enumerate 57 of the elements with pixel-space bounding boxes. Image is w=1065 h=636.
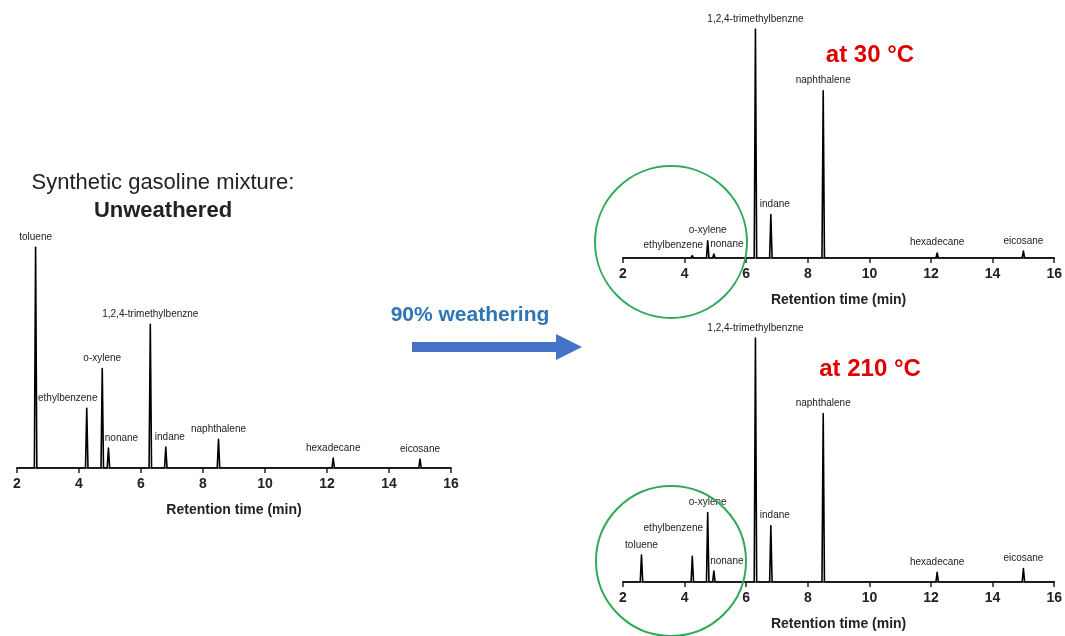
annotation: 1,2,4-trimethylbenzne (707, 12, 804, 24)
x-tick-label: 8 (803, 265, 812, 281)
x-axis-title: Retention time (min) (770, 615, 907, 631)
x-tick-label: 14 (984, 589, 1001, 605)
annotation: o-xylene (688, 224, 728, 236)
annotation: ethylbenzene (643, 239, 704, 251)
annotation: ethylbenzene (38, 391, 98, 403)
text: at 210 °C (819, 353, 921, 381)
annotation: nonane (710, 554, 744, 566)
x-tick-label: 4 (680, 589, 689, 605)
x-tick-label: 14 (381, 475, 397, 491)
x-tick-label: 12 (319, 475, 335, 491)
x-tick-label: 16 (1046, 589, 1063, 605)
annotation: hexadecane (305, 441, 361, 453)
annotation: eicosane (399, 442, 441, 454)
chart-subtitle: Unweathered (93, 196, 233, 222)
x-tick-label: 2 (13, 475, 22, 491)
x-tick-label: 16 (443, 475, 459, 491)
annotation: ethylbenzene (643, 521, 704, 533)
x-tick-label: 12 (923, 265, 940, 281)
x-axis-title: Retention time (min) (166, 501, 302, 517)
annotation: naphthalene (795, 397, 852, 409)
x-tick-label: 16 (1046, 265, 1063, 281)
x-tick-label: 4 (680, 265, 689, 281)
x-axis-title: Retention time (min) (770, 291, 907, 307)
x-tick-label: 8 (803, 589, 812, 605)
annotation: naphthalene (190, 422, 247, 434)
annotation: eicosane (1003, 552, 1044, 564)
x-tick-label: 10 (861, 589, 878, 605)
chart-title: at 30 °C (825, 39, 915, 67)
annotation: naphthalene (795, 74, 852, 86)
x-tick-label: 12 (923, 589, 940, 605)
annotation: o-xylene (83, 352, 122, 364)
annotation: nonane (710, 237, 744, 249)
x-tick-label: 6 (742, 589, 751, 605)
x-tick-label: 2 (619, 265, 628, 281)
annotation: toluene (19, 230, 53, 242)
annotation: 1,2,4-trimethylbenzne (102, 307, 199, 319)
x-tick-label: 4 (75, 475, 84, 491)
annotation: hexadecane (909, 555, 965, 567)
annotation: 1,2,4-trimethylbenzne (707, 321, 804, 333)
x-tick-label: 10 (861, 265, 878, 281)
x-tick-label: 10 (257, 475, 273, 491)
annotation: 90% weathering (390, 302, 550, 325)
annotation: indane (759, 197, 791, 209)
x-tick-label: 6 (137, 475, 146, 491)
x-tick-label: 14 (984, 265, 1001, 281)
x-tick-label: 2 (619, 589, 628, 605)
annotation: hexadecane (909, 236, 965, 248)
annotation: toluene (625, 538, 659, 550)
chart-title: Synthetic gasoline mixture: (31, 168, 295, 194)
x-tick-label: 6 (742, 265, 751, 281)
annotation: eicosane (1003, 234, 1044, 246)
annotation: nonane (104, 431, 139, 443)
annotation: indane (759, 509, 791, 521)
x-tick-label: 8 (199, 475, 208, 491)
annotation: indane (154, 430, 186, 442)
